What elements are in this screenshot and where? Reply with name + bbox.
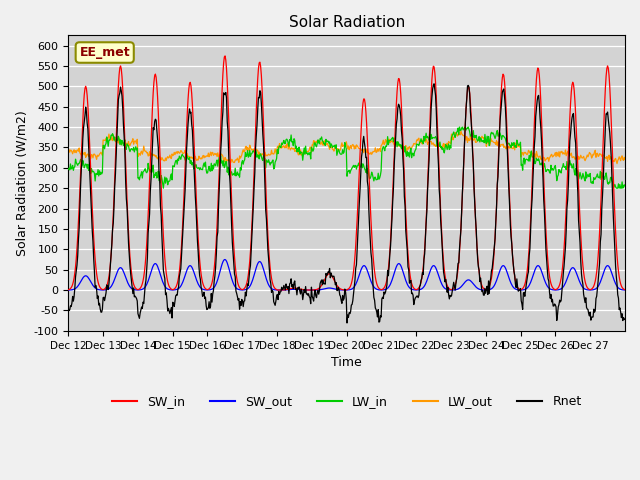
Text: EE_met: EE_met xyxy=(79,46,130,59)
SW_out xyxy=(621,287,629,293)
SW_in xyxy=(65,287,72,293)
Rnet xyxy=(405,267,413,273)
SW_in xyxy=(273,287,281,293)
LW_in xyxy=(260,155,268,160)
LW_in xyxy=(456,124,463,130)
SW_in xyxy=(233,275,241,281)
Line: SW_out: SW_out xyxy=(68,260,625,290)
Rnet xyxy=(621,316,629,322)
LW_in xyxy=(282,141,289,146)
Line: Rnet: Rnet xyxy=(68,84,625,323)
SW_in xyxy=(260,141,268,147)
SW_in xyxy=(130,281,138,287)
Rnet xyxy=(436,217,444,223)
X-axis label: Time: Time xyxy=(332,356,362,369)
Legend: SW_in, SW_out, LW_in, LW_out, Rnet: SW_in, SW_out, LW_in, LW_out, Rnet xyxy=(107,390,587,413)
LW_in xyxy=(65,167,72,172)
LW_in xyxy=(233,171,241,177)
SW_out xyxy=(233,286,241,291)
Rnet xyxy=(232,288,240,294)
Line: SW_in: SW_in xyxy=(68,56,625,290)
Rnet xyxy=(260,143,268,148)
LW_in xyxy=(130,144,138,150)
SW_out xyxy=(273,287,281,293)
LW_out xyxy=(457,128,465,134)
SW_out xyxy=(221,257,229,263)
LW_out xyxy=(260,152,268,158)
Rnet xyxy=(343,320,351,326)
LW_out xyxy=(65,150,72,156)
SW_in xyxy=(621,287,629,293)
SW_out xyxy=(406,285,413,290)
LW_out xyxy=(404,144,412,150)
LW_in xyxy=(159,185,167,191)
LW_out xyxy=(435,140,443,146)
Rnet xyxy=(430,81,438,86)
SW_out xyxy=(65,287,72,293)
Title: Solar Radiation: Solar Radiation xyxy=(289,15,404,30)
Rnet xyxy=(281,285,289,291)
LW_in xyxy=(436,139,444,145)
Line: LW_out: LW_out xyxy=(68,131,625,164)
SW_in xyxy=(221,53,229,59)
Line: LW_in: LW_in xyxy=(68,127,625,188)
SW_in xyxy=(436,207,444,213)
LW_out xyxy=(281,145,289,151)
Rnet xyxy=(130,285,138,291)
LW_in xyxy=(405,150,413,156)
LW_out xyxy=(130,141,138,147)
SW_out xyxy=(436,278,444,284)
LW_out xyxy=(613,161,621,167)
Y-axis label: Solar Radiation (W/m2): Solar Radiation (W/m2) xyxy=(15,110,28,256)
SW_out xyxy=(282,287,290,293)
LW_in xyxy=(621,183,629,189)
SW_in xyxy=(282,287,290,292)
LW_out xyxy=(621,156,629,162)
SW_out xyxy=(260,269,268,275)
SW_out xyxy=(130,287,138,292)
LW_out xyxy=(232,157,240,163)
Rnet xyxy=(65,306,72,312)
SW_in xyxy=(406,267,413,273)
